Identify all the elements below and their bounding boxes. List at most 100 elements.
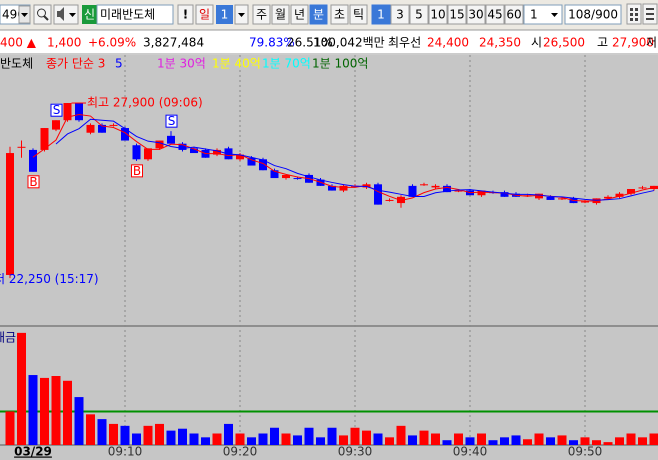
candle-body: [236, 154, 244, 160]
signal-marker: [50, 103, 63, 117]
interval-button[interactable]: [371, 4, 391, 25]
search-icon: [37, 8, 46, 18]
search-icon: [43, 15, 49, 21]
volume-bar: [166, 430, 176, 445]
count-field[interactable]: [564, 4, 622, 25]
candle-body: [500, 192, 509, 197]
volume-bar: [546, 437, 555, 445]
volume-bar: [74, 397, 84, 445]
name-badge: [82, 5, 97, 24]
candle-body: [374, 184, 382, 205]
chart-area: [0, 55, 658, 445]
interval-button[interactable]: [485, 4, 505, 25]
volume-bar: [5, 411, 15, 445]
candle-body: [454, 190, 463, 192]
period-type[interactable]: [195, 4, 214, 25]
volume-bar: [327, 427, 337, 445]
volume-bar: [155, 423, 164, 445]
volume-bar: [580, 437, 590, 445]
count-select[interactable]: [523, 4, 563, 25]
candle-body: [213, 149, 221, 155]
interval-button[interactable]: [409, 4, 429, 25]
period-label: 주: [256, 8, 267, 22]
period-button[interactable]: [349, 4, 368, 25]
volume-bar: [235, 433, 245, 445]
quote-item: 400 ▲: [0, 36, 37, 50]
candle-body: [523, 195, 532, 197]
period-button[interactable]: [290, 4, 309, 25]
period-button[interactable]: [252, 4, 271, 25]
candle-body: [385, 199, 394, 201]
interval-label: 60: [506, 8, 521, 22]
x-axis-area: [0, 445, 658, 460]
candle-body: [420, 184, 428, 186]
signal-marker: [27, 175, 40, 189]
volume-bar: [511, 435, 521, 445]
candle-body: [615, 193, 624, 197]
signal-label: B: [29, 175, 37, 189]
volume-bar: [270, 427, 279, 445]
volume-bar: [603, 442, 613, 445]
period-value[interactable]: [216, 5, 233, 24]
legend-entry: 종가 단순 3: [46, 57, 105, 71]
candle-body: [98, 124, 106, 133]
quote-item: 24,400: [427, 36, 469, 50]
grid-icon: [630, 8, 638, 21]
volume-bar: [201, 437, 210, 445]
x-tick-label: 09:50: [568, 445, 603, 459]
interval-button[interactable]: [428, 4, 448, 25]
signal-marker: [131, 164, 143, 178]
interval-label: 30: [468, 8, 483, 22]
volume-bar: [626, 433, 636, 445]
period-button[interactable]: [271, 4, 290, 25]
candle-body: [29, 149, 37, 172]
candle-body: [431, 185, 440, 188]
interval-button[interactable]: [504, 4, 524, 25]
interval-label: 1: [377, 8, 385, 22]
quote-item: 26.51%: [287, 36, 333, 50]
quote-item: 저: [646, 36, 657, 50]
candle-body: [190, 148, 198, 154]
volume-bar: [534, 433, 544, 445]
candle-body: [328, 185, 336, 191]
volume-bar: [649, 433, 658, 445]
legend-entry: 1분 30억: [157, 57, 206, 71]
period-button[interactable]: [309, 4, 328, 25]
grid-button[interactable]: [626, 3, 642, 25]
volume-bar: [638, 437, 647, 445]
quote-item: 79.83%: [249, 36, 295, 50]
volume-bar: [465, 437, 475, 445]
volume-bar: [523, 439, 532, 445]
candle-body: [477, 190, 486, 196]
candle-body: [155, 140, 164, 149]
volume-bar: [40, 377, 49, 445]
interval-label: 45: [487, 8, 502, 22]
ma-line: [55, 118, 655, 201]
search-button[interactable]: [33, 4, 52, 25]
candle-body: [535, 193, 543, 199]
alert-button[interactable]: [177, 4, 194, 25]
speaker-icon: [57, 7, 64, 21]
volume-bar: [212, 433, 222, 445]
name-field[interactable]: [96, 4, 174, 25]
volume-bar: [97, 419, 107, 445]
interval-button[interactable]: [447, 4, 467, 25]
interval-label: 10: [430, 8, 445, 22]
quote-item: 3,827,484: [143, 36, 204, 50]
volume-bar: [500, 437, 509, 445]
candle-body: [638, 187, 647, 189]
volume-bar: [281, 433, 291, 445]
quote-item: 고: [597, 36, 608, 50]
candle-body: [17, 146, 26, 148]
candle-body: [408, 185, 417, 197]
volume-bar: [178, 428, 187, 445]
quote-item: 100,042백만: [313, 36, 385, 50]
period-button[interactable]: [330, 4, 349, 25]
volume-bar: [615, 437, 624, 445]
candle-body: [270, 170, 279, 179]
interval-button[interactable]: [466, 4, 486, 25]
sound-button[interactable]: [53, 4, 79, 25]
interval-button[interactable]: [390, 4, 410, 25]
dropdown-arrow: [551, 13, 558, 17]
